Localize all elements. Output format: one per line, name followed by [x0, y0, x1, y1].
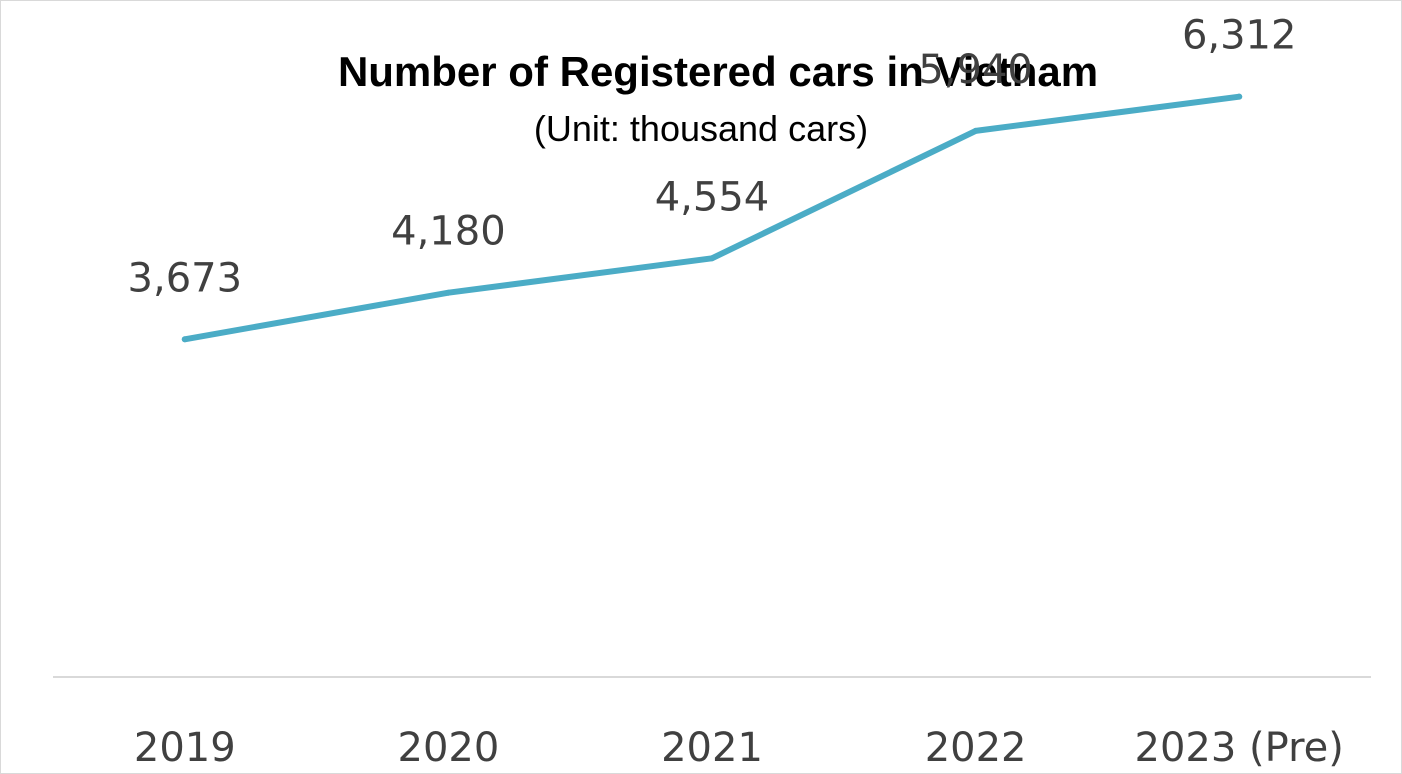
data-point	[1236, 93, 1243, 100]
data-label: 5,940	[918, 47, 1033, 93]
data-label: 4,554	[655, 174, 770, 220]
x-tick-label: 2023 (Pre)	[1135, 725, 1344, 771]
data-label: 4,180	[391, 209, 506, 255]
chart-subtitle: (Unit: thousand cars)	[534, 108, 868, 149]
x-tick-label: 2019	[134, 725, 236, 771]
data-labels: 3,673 4,180 4,554 5,940 6,312	[128, 13, 1297, 302]
data-point	[972, 127, 979, 134]
series-layer	[181, 93, 1243, 343]
chart-title: Number of Registered cars in Vietnam	[338, 48, 1098, 95]
x-tick-label: 2021	[661, 725, 763, 771]
data-point	[181, 336, 188, 343]
x-tick-label: 2020	[398, 725, 500, 771]
data-point	[445, 289, 452, 296]
data-label: 3,673	[128, 255, 243, 301]
x-tick-label: 2022	[925, 725, 1027, 771]
data-point	[709, 255, 715, 262]
data-label: 6,312	[1182, 13, 1297, 59]
x-axis-tick-labels: 2019 2020 2021 2022 2023 (Pre)	[134, 725, 1344, 771]
